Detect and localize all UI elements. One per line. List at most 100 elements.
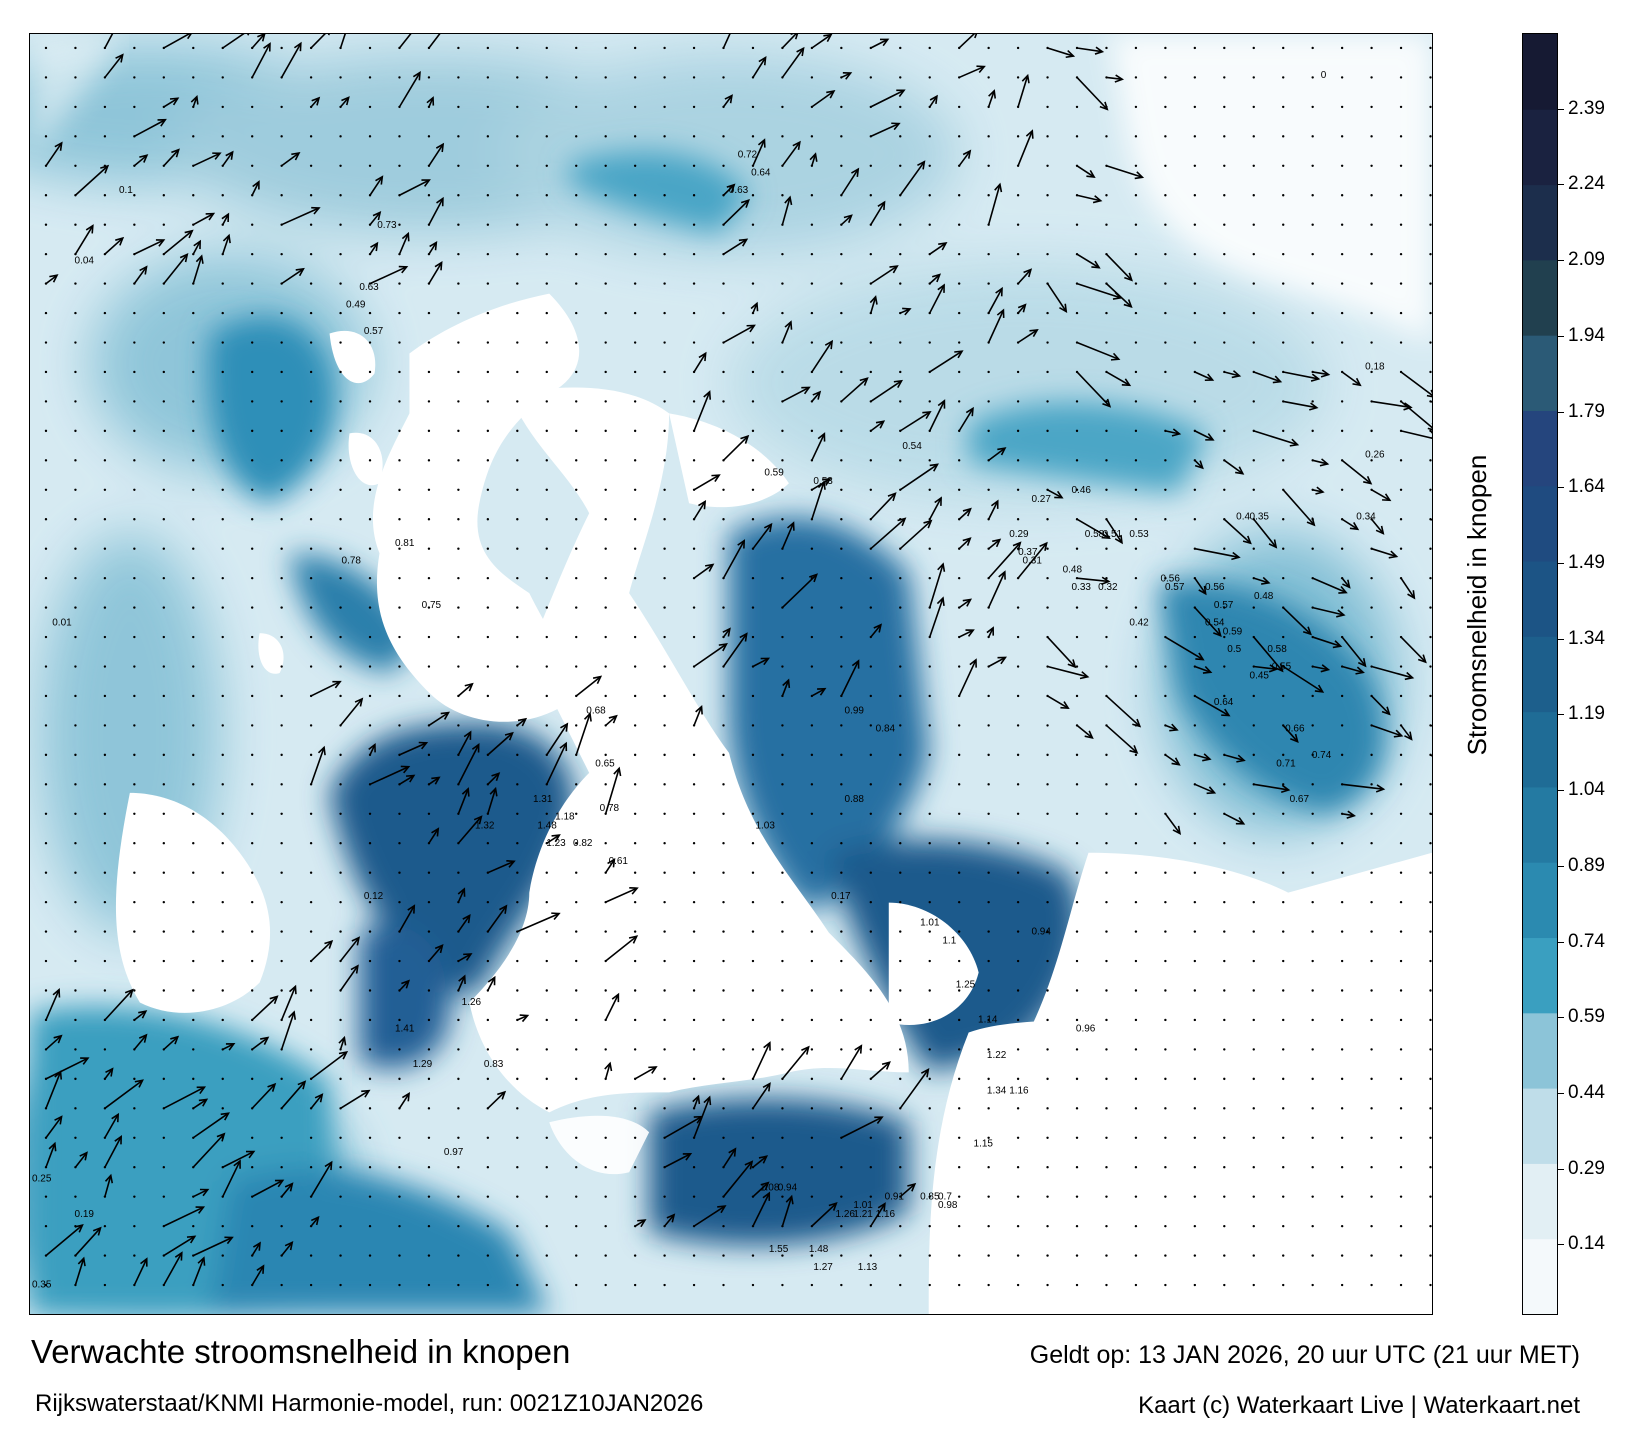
grid-dot (987, 694, 990, 698)
current-arrow (339, 964, 359, 991)
grid-dot (545, 282, 548, 285)
grid-dot (575, 105, 578, 109)
grid-dot (928, 1224, 931, 1228)
grid-dot (987, 930, 990, 933)
grid-dot (987, 1195, 990, 1198)
grid-dot (368, 547, 372, 550)
current-arrow (163, 1251, 183, 1286)
grid-dot (1311, 842, 1314, 845)
current-arrow (310, 939, 334, 962)
grid-dot (575, 1283, 578, 1287)
grid-dot (1370, 1195, 1373, 1198)
grid-dot (516, 252, 519, 256)
grid-dot (1370, 341, 1373, 344)
current-arrow (163, 34, 192, 49)
grid-dot (987, 46, 990, 50)
grid-dot (1046, 783, 1049, 786)
grid-dot (575, 370, 578, 374)
current-arrow (1076, 253, 1101, 269)
grid-dot (987, 842, 990, 845)
grid-dot (722, 311, 725, 315)
grid-dot (1105, 1166, 1108, 1169)
grid-dot (633, 753, 637, 757)
grid-dot (722, 694, 725, 698)
grid-dot (1134, 753, 1138, 757)
current-value-label: 1.32 (475, 820, 495, 831)
grid-dot (1134, 429, 1138, 433)
grid-dot (133, 930, 136, 933)
grid-dot (1252, 812, 1255, 815)
current-arrow (428, 711, 450, 727)
grid-dot (633, 135, 637, 138)
colorbar-tick-mark (1558, 184, 1564, 186)
grid-dot (692, 164, 696, 167)
grid-dot (781, 459, 784, 462)
current-arrow (192, 1098, 209, 1109)
grid-dot (1134, 1254, 1138, 1257)
grid-dot (781, 488, 784, 491)
grid-dot (192, 959, 195, 963)
grid-dot (810, 753, 814, 757)
grid-dot (692, 341, 696, 344)
grid-dot (457, 724, 460, 727)
map-credit: Kaart (c) Waterkaart Live | Waterkaart.n… (1138, 1392, 1580, 1419)
grid-dot (133, 1166, 136, 1169)
grid-dot (810, 665, 814, 668)
current-value-label: 0.78 (342, 556, 362, 567)
current-arrow (987, 308, 1005, 343)
grid-dot (1429, 1283, 1432, 1287)
grid-dot (192, 400, 195, 403)
current-arrow (782, 386, 811, 403)
grid-dot (692, 1048, 696, 1051)
grid-dot (1075, 1048, 1079, 1051)
grid-dot (1075, 871, 1079, 874)
grid-dot (1105, 1077, 1108, 1081)
grid-dot (957, 194, 961, 197)
grid-dot (633, 1166, 637, 1169)
grid-dot (692, 282, 696, 285)
current-arrow (74, 1256, 86, 1286)
grid-dot (1223, 46, 1226, 50)
grid-dot (1370, 842, 1373, 845)
grid-dot (1429, 1166, 1432, 1169)
grid-dot (751, 282, 755, 285)
grid-dot (1311, 900, 1314, 904)
grid-dot (987, 282, 990, 285)
grid-dot (692, 842, 696, 845)
grid-dot (633, 459, 637, 462)
grid-dot (604, 370, 607, 374)
grid-dot (192, 665, 195, 668)
current-arrow (929, 283, 945, 314)
map-frame[interactable]: 1.32 1.48 1.23 1.18 1.31 0.82 0.78 0.65 0.61 1.41… (29, 33, 1433, 1315)
grid-dot (44, 311, 48, 315)
grid-dot (928, 1166, 931, 1169)
current-speed-map[interactable]: 1.32 1.481.231.181.310.820.780.650.611.41… (30, 34, 1432, 1314)
grid-dot (1429, 76, 1432, 79)
current-arrow (929, 350, 964, 373)
current-arrow (1017, 268, 1033, 285)
current-arrow (958, 65, 986, 79)
grid-dot (133, 370, 136, 374)
grid-dot (1282, 311, 1285, 315)
grid-dot (1252, 900, 1255, 904)
current-arrow (988, 541, 1022, 579)
grid-dot (722, 959, 725, 963)
grid-dot (1311, 1107, 1314, 1110)
grid-dot (1134, 1166, 1138, 1169)
grid-dot (221, 842, 224, 845)
grid-dot (1311, 164, 1314, 167)
grid-dot (899, 223, 902, 226)
grid-dot (957, 252, 961, 256)
grid-dot (309, 812, 313, 815)
grid-dot (1105, 223, 1108, 226)
grid-dot (516, 135, 519, 138)
grid-dot (427, 576, 431, 580)
grid-dot (1134, 105, 1138, 109)
grid-dot (1134, 606, 1138, 609)
current-arrow (870, 89, 906, 108)
current-arrow (1076, 724, 1094, 740)
grid-dot (1223, 105, 1226, 109)
grid-dot (1340, 842, 1344, 845)
grid-dot (1340, 694, 1344, 698)
current-arrow (281, 1182, 294, 1198)
